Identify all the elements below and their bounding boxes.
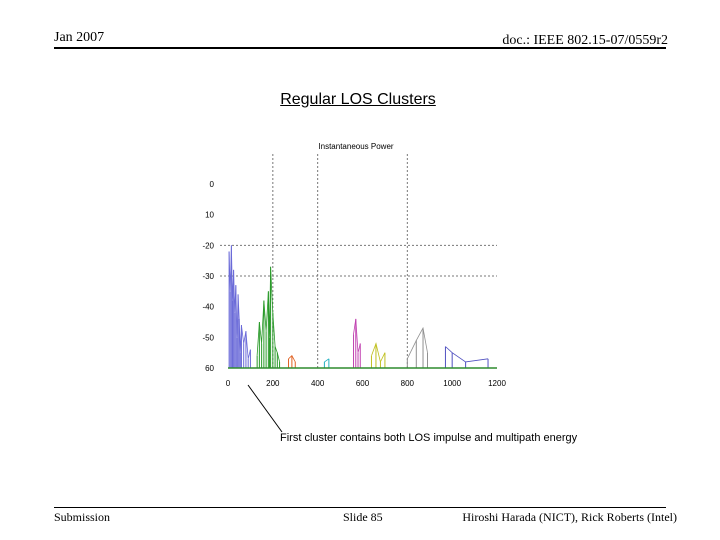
caption: First cluster contains both LOS impulse … (280, 432, 578, 444)
series-7-line (406, 326, 428, 359)
x-tick-label: 800 (401, 379, 415, 388)
x-tick-label: 1200 (488, 379, 506, 388)
y-tick-label: -20 (202, 241, 214, 250)
series-3-line (288, 355, 296, 363)
x-tick-label: 400 (311, 379, 325, 388)
slide-title: Regular LOS Clusters (280, 91, 436, 108)
header-doc-id: doc.: IEEE 802.15-07/0559r2 (502, 33, 668, 48)
y-tick-label: 0 (210, 180, 215, 189)
y-tick-label: -30 (202, 272, 214, 281)
footer-right: Hiroshi Harada (NICT), Rick Roberts (Int… (462, 510, 677, 524)
header-rule (54, 47, 666, 49)
y-tick-label: 60 (205, 364, 214, 373)
x-tick-label: 1000 (443, 379, 461, 388)
footer-rule (54, 507, 666, 508)
y-tick-label: -40 (202, 303, 214, 312)
footer-slide-number: Slide 85 (343, 510, 383, 524)
series-2-line (256, 266, 280, 362)
series-1-line (228, 245, 251, 359)
series-4-line (324, 358, 330, 363)
chart-title: Instantaneous Power (318, 142, 393, 151)
y-tick-label: -50 (202, 333, 214, 342)
x-tick-label: 0 (226, 379, 231, 388)
series-6-line (371, 342, 386, 364)
header-date: Jan 2007 (54, 30, 105, 45)
chart-grid (220, 154, 497, 368)
y-tick-label: 10 (205, 211, 214, 220)
x-tick-label: 600 (356, 379, 370, 388)
caption-pointer-line (247, 384, 283, 433)
x-tick-label: 200 (266, 379, 280, 388)
series-5-line (353, 318, 361, 353)
series-8-line (445, 346, 489, 363)
footer-left: Submission (54, 510, 111, 524)
chart-series-layer (228, 245, 489, 368)
